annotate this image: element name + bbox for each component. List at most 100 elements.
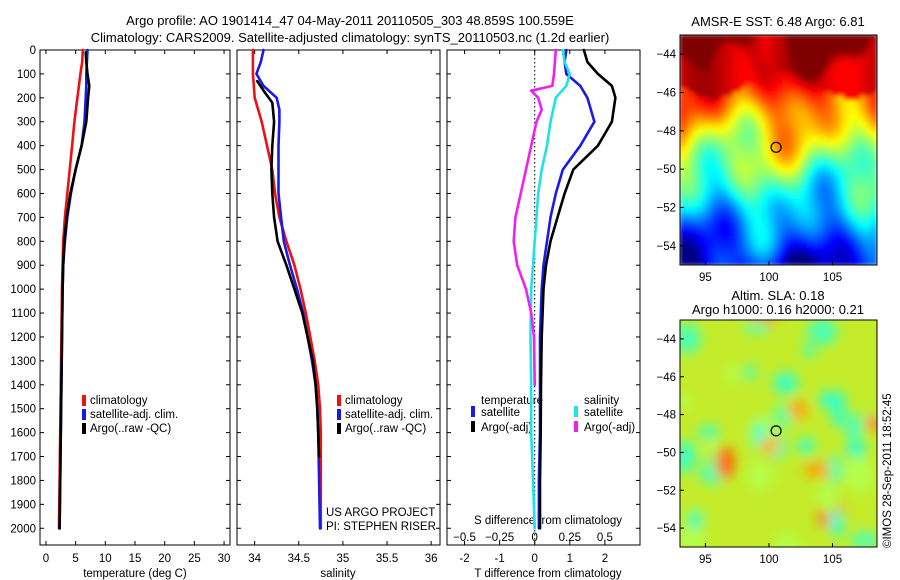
heatmap-cell xyxy=(741,71,747,77)
heatmap-cell xyxy=(745,67,751,73)
heatmap-cell xyxy=(855,198,862,204)
heatmap-cell xyxy=(753,231,759,237)
heatmap-cell xyxy=(695,248,702,254)
heatmap-cell xyxy=(699,35,706,40)
heatmap-cell xyxy=(741,202,747,209)
heatmap-cell xyxy=(794,75,800,81)
heatmap-cell xyxy=(749,248,755,254)
heatmap-cell xyxy=(847,104,853,110)
heatmap-cell xyxy=(761,231,767,237)
heatmap-cell xyxy=(786,35,792,40)
heatmap-cell xyxy=(786,215,792,221)
heatmap-cell xyxy=(680,67,685,73)
heatmap-cell xyxy=(745,79,751,85)
heatmap-cell xyxy=(839,104,845,110)
heatmap-cell xyxy=(868,169,874,176)
heatmap-cell xyxy=(851,178,858,184)
heatmap-cell xyxy=(720,54,726,61)
heatmap-cell xyxy=(728,219,734,225)
heatmap-cell xyxy=(831,137,837,143)
difference-x-axis-label: T difference from climatology xyxy=(474,568,621,580)
heatmap-cell xyxy=(860,145,866,151)
heatmap-cell xyxy=(769,239,775,246)
heatmap-cell xyxy=(843,190,849,196)
y-tick-label: 200 xyxy=(17,93,36,105)
heatmap-cell xyxy=(741,190,747,196)
heatmap-cell xyxy=(753,104,759,110)
heatmap-cell xyxy=(769,243,775,250)
heatmap-cell xyxy=(712,202,718,209)
heatmap-cell xyxy=(712,182,718,188)
heatmap-cell xyxy=(864,108,870,114)
heatmap-cell xyxy=(695,54,702,61)
heatmap-cell xyxy=(736,141,743,147)
heatmap-cell xyxy=(864,38,870,44)
heatmap-cell xyxy=(843,46,849,52)
heatmap-cell xyxy=(773,194,780,200)
heatmap-cell xyxy=(818,260,825,265)
heatmap-cell xyxy=(757,165,763,172)
heatmap-cell xyxy=(745,239,751,246)
heatmap-cell xyxy=(868,211,874,217)
sla-anomaly-blob xyxy=(698,425,720,439)
heatmap-cell xyxy=(704,104,710,110)
heatmap-cell xyxy=(827,169,833,176)
heatmap-cell xyxy=(761,67,767,73)
heatmap-cell xyxy=(753,248,759,254)
heatmap-cell xyxy=(753,59,759,65)
heatmap-cell xyxy=(736,46,743,52)
heatmap-cell xyxy=(835,256,841,262)
heatmap-cell xyxy=(831,83,837,89)
heatmap-cell xyxy=(753,165,759,172)
heatmap-cell xyxy=(814,178,821,184)
heatmap-cell xyxy=(794,153,800,159)
heatmap-cell xyxy=(699,219,706,225)
heatmap-cell xyxy=(802,116,808,122)
heatmap-cell xyxy=(761,161,767,167)
heatmap-cell xyxy=(712,67,718,73)
heatmap-cell xyxy=(695,227,702,233)
x-tick-label: 2 xyxy=(602,553,608,565)
heatmap-cell xyxy=(860,91,866,98)
legend-title-temperature: temperature xyxy=(481,395,543,407)
heatmap-cell xyxy=(736,202,743,209)
heatmap-cell xyxy=(736,215,743,221)
heatmap-cell xyxy=(736,190,743,196)
heatmap-cell xyxy=(855,112,862,118)
heatmap-cell xyxy=(745,206,751,213)
heatmap-cell xyxy=(687,35,693,40)
heatmap-cell xyxy=(777,133,784,139)
heatmap-cell xyxy=(749,42,755,48)
heatmap-cell xyxy=(847,79,853,85)
heatmap-cell xyxy=(749,215,755,221)
heatmap-cell xyxy=(708,96,714,102)
heatmap-cell xyxy=(839,91,845,98)
sla-anomaly-blob xyxy=(845,440,867,458)
heatmap-cell xyxy=(732,35,739,40)
heatmap-cell xyxy=(868,223,874,229)
heatmap-cell xyxy=(704,252,710,258)
heatmap-cell xyxy=(753,67,759,73)
heatmap-cell xyxy=(741,161,747,167)
heatmap-cell xyxy=(839,59,845,65)
heatmap-cell xyxy=(712,79,718,85)
heatmap-cell xyxy=(769,260,775,265)
heatmap-cell xyxy=(745,223,751,229)
heatmap-cell xyxy=(855,165,862,172)
heatmap-cell xyxy=(704,59,710,65)
heatmap-cell xyxy=(864,112,870,118)
heatmap-cell xyxy=(683,133,689,139)
heatmap-cell xyxy=(823,35,829,40)
heatmap-cell xyxy=(728,186,734,192)
heatmap-cell xyxy=(851,54,858,61)
heatmap-cell xyxy=(728,145,734,151)
heatmap-cell xyxy=(736,59,743,65)
heatmap-cell xyxy=(818,227,825,233)
heatmap-cell xyxy=(773,227,780,233)
heatmap-cell xyxy=(708,219,714,225)
heatmap-cell xyxy=(872,108,877,114)
heatmap-cell xyxy=(868,120,874,126)
heatmap-cell xyxy=(794,165,800,172)
heatmap-cell xyxy=(683,91,689,98)
